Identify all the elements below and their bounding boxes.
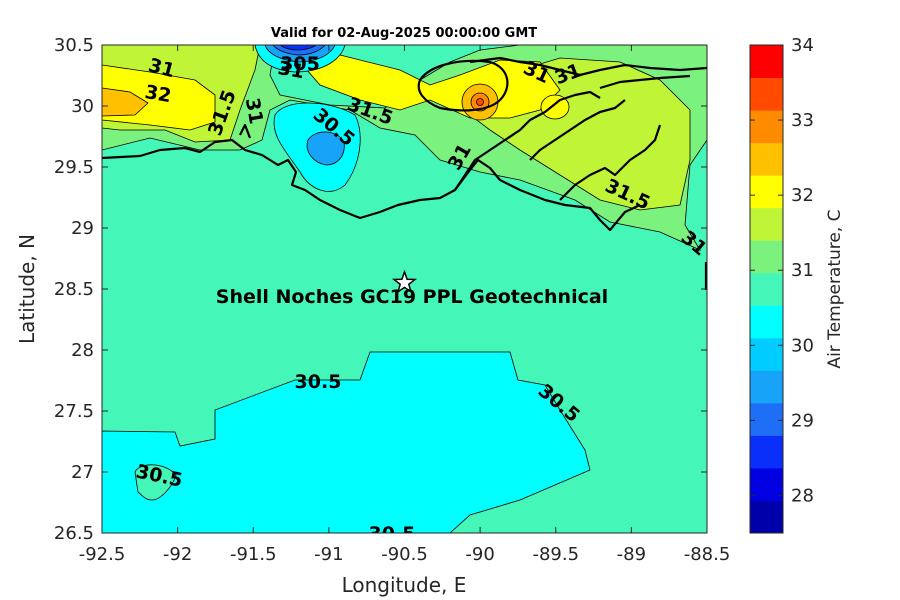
- colorbar-swatch: [750, 402, 783, 436]
- contour-label: 31: [241, 96, 267, 126]
- colorbar-swatch: [750, 45, 783, 79]
- x-axis-label: Longitude, E: [342, 573, 467, 597]
- colorbar-swatch: [750, 272, 783, 306]
- site-label: Shell Noches GC19 PPL Geotechnical: [216, 286, 608, 308]
- colorbar-swatch: [750, 77, 783, 111]
- colorbar-swatch: [750, 142, 783, 176]
- contour-region-325-west: [102, 87, 149, 117]
- warm-blob-east: [540, 94, 570, 120]
- x-tick-label: -92: [163, 544, 192, 565]
- colorbar-tick-label: 32: [791, 185, 814, 206]
- colorbar-swatch: [750, 175, 783, 209]
- colorbar-tick-label: 28: [791, 485, 814, 506]
- y-tick-label: 30.5: [54, 35, 94, 56]
- colorbar-tick-label: 33: [791, 110, 814, 131]
- y-axis-label: Latitude, N: [15, 234, 39, 344]
- y-tick-label: 27: [71, 462, 94, 483]
- x-tick-label: -91: [314, 544, 343, 565]
- x-tick-label: -92.5: [79, 544, 126, 565]
- y-axis-ticks: 26.5 27 27.5 28 28.5 29 29.5 30 30.5: [54, 35, 707, 544]
- y-tick-label: 27.5: [54, 401, 94, 422]
- y-tick-label: 29: [71, 218, 94, 239]
- x-tick-label: -90.5: [381, 544, 428, 565]
- colorbar-swatch: [750, 370, 783, 404]
- contour-region-29.5-pocket: [306, 131, 345, 166]
- contour-label: 30.5: [369, 523, 416, 545]
- colorbar-tick-label: 34: [791, 35, 814, 56]
- x-tick-label: -89.5: [532, 544, 579, 565]
- contour-label: 32: [143, 81, 173, 107]
- contour-region-30-south: [102, 351, 591, 533]
- x-axis-ticks: -92.5 -92 -91.5 -91 -90.5 -90 -89.5 -89 -88.5: [79, 45, 731, 565]
- contour-label: 305: [280, 53, 320, 75]
- colorbar-frame: [749, 44, 784, 534]
- contour-field: 31 32 31.5 31 305 31 30.5 31.5 31 31 31 …: [102, 45, 707, 545]
- colorbar-swatch: [750, 467, 783, 501]
- colorbar-ticks: 28 29 30 31 32 33 34: [750, 35, 814, 506]
- x-tick-label: -90: [465, 544, 494, 565]
- colorbar-swatch: [750, 240, 783, 274]
- colorbar-swatch: [750, 110, 783, 144]
- x-tick-label: -91.5: [230, 544, 277, 565]
- map-title: Valid for 02-Aug-2025 00:00:00 GMT: [271, 26, 537, 41]
- y-tick-label: 28.5: [54, 279, 94, 300]
- contour-label: 31: [276, 57, 306, 83]
- hotspot-335: [476, 98, 484, 106]
- colorbar-tick-label: 29: [791, 410, 814, 431]
- colorbar-swatch: [750, 305, 783, 339]
- y-tick-label: 30: [71, 96, 94, 117]
- colorbar-tick-label: 30: [791, 335, 814, 356]
- x-tick-label: -88.5: [684, 544, 731, 565]
- colorbar-label: Air Temperature, C: [825, 209, 845, 368]
- y-tick-label: 28: [71, 340, 94, 361]
- colorbar-tick-label: 31: [791, 260, 814, 281]
- colorbar-swatch: [750, 337, 783, 371]
- cold-cell-top-4: [279, 45, 317, 51]
- contour-region-30-sw: [134, 464, 177, 501]
- contour-label: 30.5: [295, 371, 342, 393]
- y-tick-label: 29.5: [54, 157, 94, 178]
- x-tick-label: -89: [617, 544, 646, 565]
- colorbar-swatch: [750, 500, 783, 534]
- coastline: [102, 56, 707, 290]
- y-tick-label: 26.5: [54, 523, 94, 544]
- colorbar: [750, 45, 783, 534]
- site-star-icon: [391, 269, 418, 294]
- colorbar-swatch: [750, 207, 783, 241]
- colorbar-swatch: [750, 435, 783, 469]
